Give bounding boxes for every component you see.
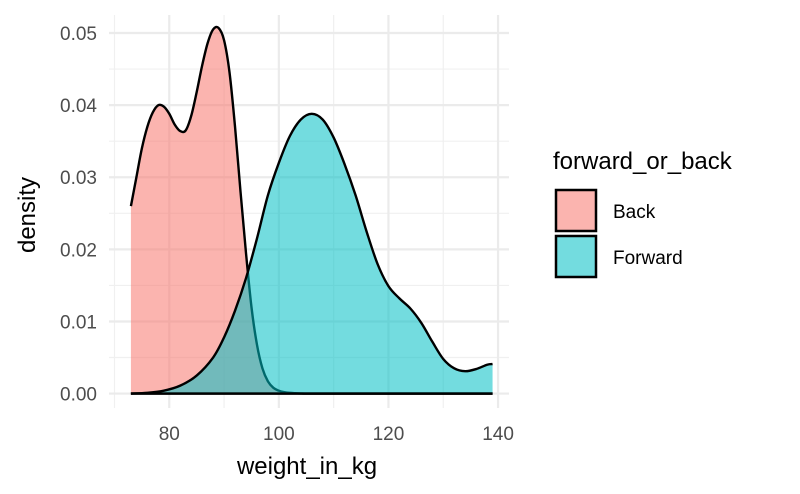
y-tick-label: 0.00 <box>60 385 97 406</box>
x-tick-label: 120 <box>373 424 405 445</box>
y-axis-title: density <box>14 177 41 253</box>
y-tick-label: 0.03 <box>60 168 97 189</box>
legend-swatch-back <box>554 188 598 233</box>
density-areas <box>129 25 493 395</box>
x-tick-label: 80 <box>159 424 180 445</box>
legend-swatch-forward <box>554 234 598 279</box>
y-tick-label: 0.05 <box>60 24 97 45</box>
density-line-forward <box>130 112 493 395</box>
legend: forward_or_back Back Forward <box>553 148 733 279</box>
density-area-back <box>130 26 493 394</box>
x-axis-title: weight_in_kg <box>236 453 377 480</box>
y-tick-label: 0.02 <box>60 240 97 261</box>
y-axis-ticks: 0.00 0.01 0.02 0.03 0.04 0.05 <box>60 24 97 406</box>
legend-title: forward_or_back <box>553 148 733 175</box>
y-tick-label: 0.04 <box>60 96 97 117</box>
y-tick-label: 0.01 <box>60 312 97 333</box>
legend-label-back: Back <box>613 202 656 223</box>
x-tick-label: 140 <box>482 424 514 445</box>
legend-label-forward: Forward <box>613 248 683 269</box>
density-area-forward <box>130 113 493 394</box>
x-axis-ticks: 80 100 120 140 <box>159 424 514 445</box>
x-tick-label: 100 <box>263 424 295 445</box>
